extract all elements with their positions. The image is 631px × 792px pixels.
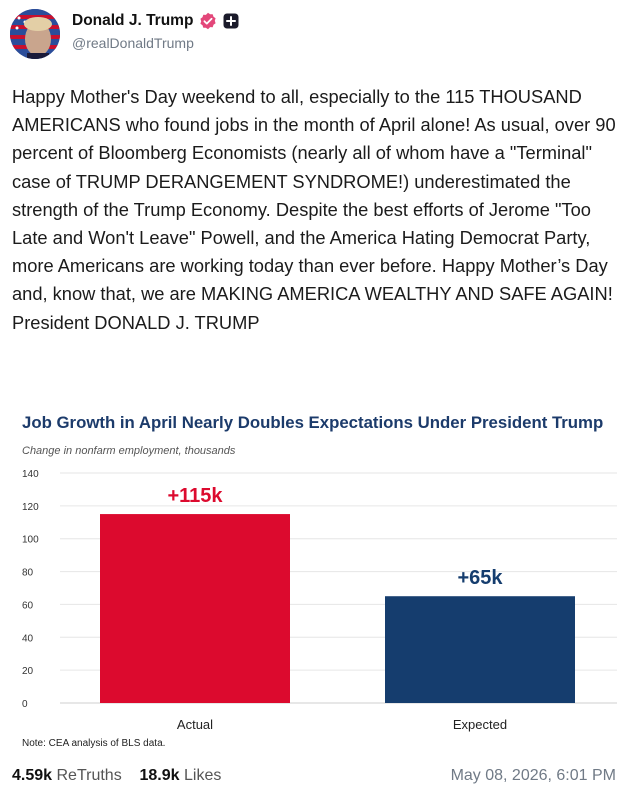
x-category-label: Expected: [453, 717, 507, 732]
likes-count: 18.9k: [139, 767, 180, 784]
data-label: +115k: [167, 485, 223, 507]
avatar[interactable]: [10, 9, 60, 59]
retruths-stat[interactable]: 4.59k ReTruths: [12, 767, 122, 784]
chart-subtitle: Change in nonfarm employment, thousands: [22, 445, 236, 457]
y-tick-label: 20: [22, 666, 34, 677]
bar-chart: 0 20 40 60 80 100 120 140 +115k +65k Actual Expec…: [22, 469, 617, 732]
post-text: Happy Mother's Day weekend to all, espec…: [12, 86, 616, 333]
x-axis-categories: Actual Expected: [177, 717, 507, 732]
chart-bars: +115k +65k: [100, 485, 575, 703]
post-header: Donald J. Trump @realDonaldTrump: [10, 9, 621, 59]
y-tick-label: 100: [22, 535, 39, 546]
y-tick-label: 0: [22, 699, 28, 710]
avatar-image: [10, 9, 60, 59]
display-name-row: Donald J. Trump: [72, 12, 239, 30]
post-footer: 4.59k ReTruths 18.9k Likes May 08, 2026,…: [12, 767, 620, 785]
chart-title: Job Growth in April Nearly Doubles Expec…: [22, 413, 604, 432]
y-tick-label: 120: [22, 502, 39, 513]
chart-note: Note: CEA analysis of BLS data.: [22, 738, 166, 749]
bar: [385, 596, 575, 703]
verified-badge-icon: [199, 12, 217, 30]
y-tick-label: 140: [22, 469, 39, 480]
x-category-label: Actual: [177, 717, 213, 732]
y-tick-label: 80: [22, 568, 34, 579]
y-tick-label: 60: [22, 600, 34, 611]
author-block: Donald J. Trump @realDonaldTrump: [72, 12, 239, 51]
chart-image: Job Growth in April Nearly Doubles Expec…: [12, 405, 622, 757]
y-axis-ticks: 0 20 40 60 80 100 120 140: [22, 469, 39, 710]
handle[interactable]: @realDonaldTrump: [72, 35, 194, 51]
retruths-count: 4.59k: [12, 767, 53, 784]
plus-badge-icon: [223, 13, 239, 29]
post-timestamp[interactable]: May 08, 2026, 6:01 PM: [450, 767, 616, 784]
data-label: +65k: [457, 567, 503, 589]
y-tick-label: 40: [22, 633, 34, 644]
likes-stat[interactable]: 18.9k Likes: [139, 767, 221, 784]
likes-label: Likes: [183, 767, 222, 784]
retruths-label: ReTruths: [56, 767, 122, 784]
display-name[interactable]: Donald J. Trump: [72, 12, 194, 29]
bar: [100, 514, 290, 703]
